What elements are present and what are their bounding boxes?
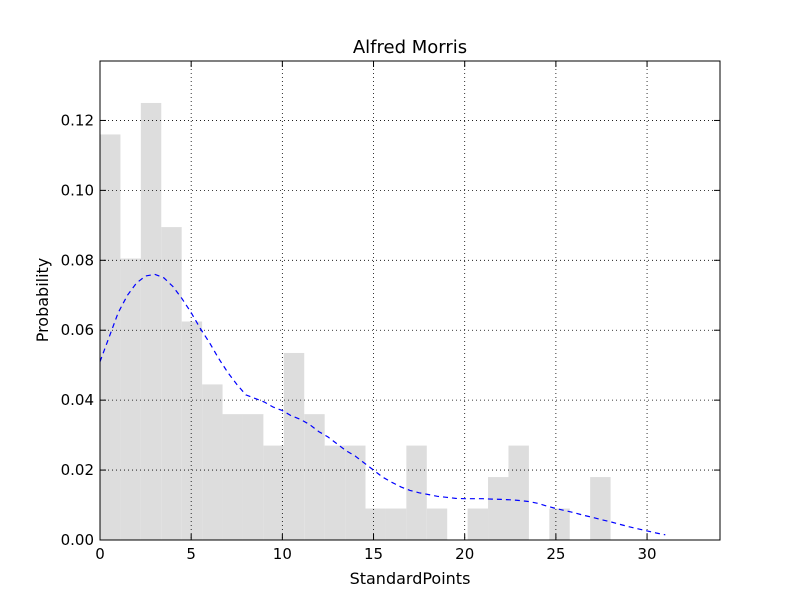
- x-tick-label: 20: [455, 545, 474, 563]
- grid-lines: [100, 61, 720, 540]
- histogram-bar: [100, 134, 121, 541]
- y-tick-label: 0.04: [61, 391, 94, 409]
- histogram-bar: [508, 445, 529, 540]
- x-tick-label: 5: [186, 545, 196, 563]
- histogram-bar: [365, 508, 386, 540]
- histogram-bar: [590, 477, 611, 540]
- histogram-bar: [488, 477, 509, 540]
- histogram-bar: [161, 227, 182, 540]
- histogram-bar: [385, 508, 407, 540]
- y-axis-label: Probability: [33, 258, 52, 343]
- y-tick-label: 0.08: [61, 251, 94, 269]
- y-tick-label: 0.06: [61, 321, 94, 339]
- axis-ticks: [99, 61, 720, 541]
- histogram-bar: [202, 384, 223, 540]
- chart-title: Alfred Morris: [353, 37, 467, 58]
- x-axis-label: StandardPoints: [350, 569, 471, 588]
- y-tick-labels: 0.00 0.02 0.04 0.06 0.08 0.10 0.12: [61, 111, 94, 549]
- x-tick-label: 15: [364, 545, 383, 563]
- histogram-bars: [100, 102, 611, 541]
- x-tick-label: 25: [546, 545, 565, 563]
- kde-curve: [99, 273, 666, 536]
- y-tick-label: 0.10: [61, 181, 94, 199]
- x-tick-label: 10: [273, 545, 292, 563]
- histogram-bar: [222, 414, 243, 540]
- histogram-bar: [304, 414, 325, 540]
- histogram-bar: [140, 102, 162, 540]
- plot-frame: [99, 60, 721, 541]
- x-tick-labels: 0 5 10 15 20 25 30: [95, 545, 656, 563]
- histogram-bar: [406, 445, 427, 540]
- histogram-bar: [263, 445, 284, 540]
- y-tick-label: 0.00: [61, 531, 94, 549]
- y-tick-label: 0.02: [61, 461, 94, 479]
- histogram-bar: [549, 508, 570, 540]
- histogram-bar: [242, 414, 264, 540]
- histogram-bar: [120, 258, 141, 540]
- histogram-bar: [345, 445, 366, 540]
- x-tick-label: 30: [638, 545, 657, 563]
- histogram-bar: [426, 508, 448, 540]
- histogram-bar: [181, 321, 203, 540]
- x-tick-label: 0: [95, 545, 105, 563]
- y-tick-label: 0.12: [61, 111, 94, 129]
- histogram-bar: [467, 508, 489, 540]
- histogram-bar: [324, 445, 346, 540]
- histogram-bar: [283, 352, 305, 540]
